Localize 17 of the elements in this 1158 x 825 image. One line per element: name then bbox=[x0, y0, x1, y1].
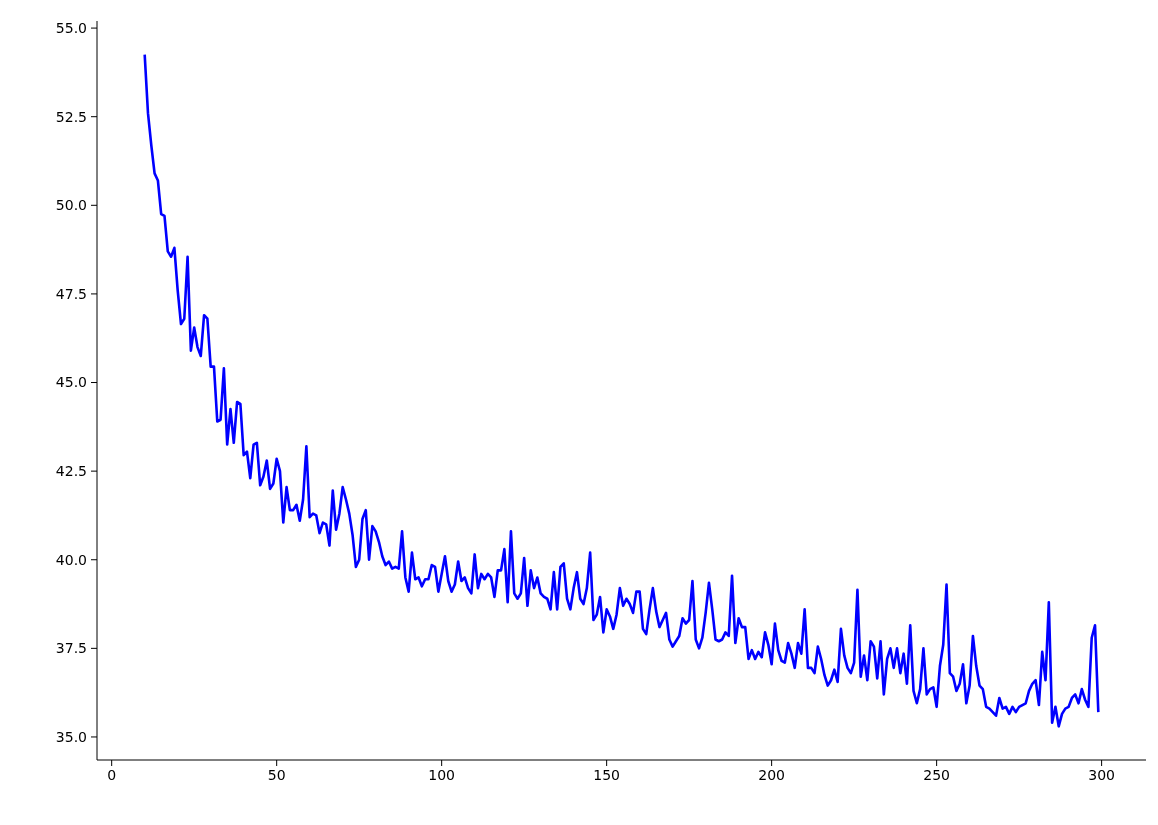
x-tick-label: 250 bbox=[923, 766, 950, 783]
x-tick-label: 150 bbox=[593, 766, 621, 783]
x-tick-label: 0 bbox=[107, 766, 117, 783]
y-tick-label: 42.5 bbox=[55, 463, 87, 480]
x-tick-label: 50 bbox=[267, 766, 286, 783]
y-tick-label: 35.0 bbox=[55, 728, 87, 745]
y-tick-label: 52.5 bbox=[55, 108, 87, 125]
y-tick-label: 50.0 bbox=[55, 197, 87, 214]
y-tick-label: 37.5 bbox=[55, 640, 87, 657]
y-tick-label: 45.0 bbox=[55, 374, 87, 391]
line-series bbox=[143, 53, 1100, 728]
y-tick-label: 47.5 bbox=[55, 285, 87, 302]
x-tick-label: 300 bbox=[1088, 766, 1115, 783]
x-tick-label: 200 bbox=[758, 766, 786, 783]
y-tick-label: 55.0 bbox=[55, 20, 87, 37]
x-tick-label: 100 bbox=[428, 766, 456, 783]
y-tick-label: 40.0 bbox=[55, 551, 87, 568]
